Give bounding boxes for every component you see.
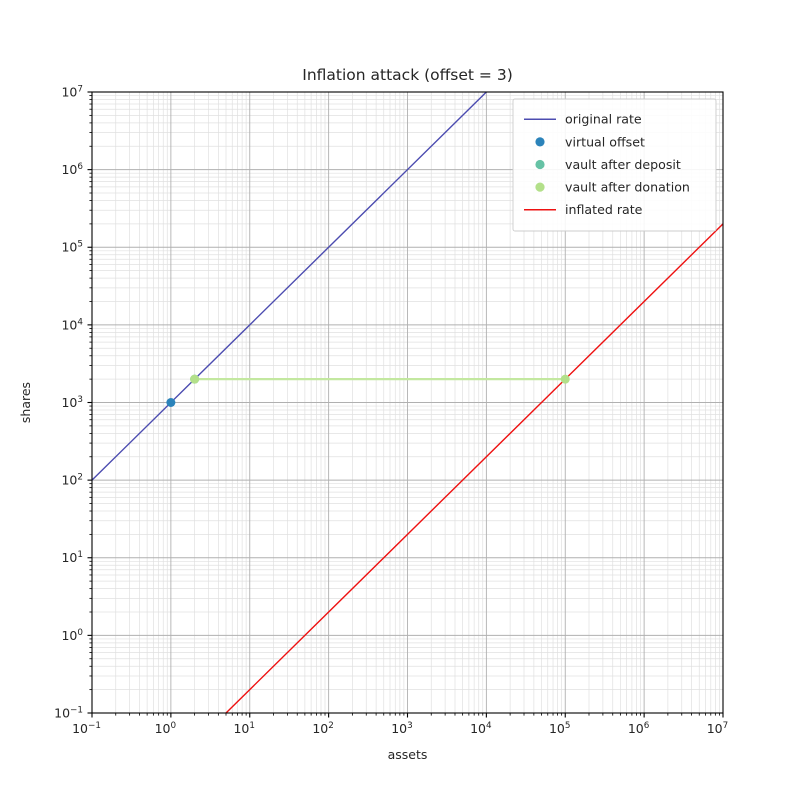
chart-legend[interactable]: original rate virtual offset vault after d… <box>512 98 717 232</box>
legend-label: original rate <box>565 112 642 127</box>
legend-dot-swatch <box>535 182 545 192</box>
series-marker-virtual-offset <box>166 398 176 407</box>
y-tick-label: 103 <box>61 395 83 410</box>
legend-item[interactable]: vault after donation <box>535 180 690 195</box>
x-tick-label: 102 <box>312 721 334 736</box>
legend-item[interactable]: virtual offset <box>535 134 645 149</box>
data-series-group <box>92 92 723 713</box>
svg-text:100: 100 <box>61 628 83 643</box>
svg-text:102: 102 <box>61 473 83 488</box>
svg-text:106: 106 <box>628 721 650 736</box>
y-axis-label: shares <box>18 382 33 423</box>
legend-background <box>512 98 717 232</box>
x-tick-label: 100 <box>155 721 177 736</box>
svg-text:101: 101 <box>233 721 255 736</box>
legend-item[interactable]: inflated rate <box>524 202 643 217</box>
svg-text:105: 105 <box>549 721 571 736</box>
axis-tickmarks <box>87 91 724 718</box>
series-line-original-rate <box>92 92 488 481</box>
legend-label: inflated rate <box>565 202 643 217</box>
x-tick-label: 104 <box>470 721 492 736</box>
svg-text:103: 103 <box>61 395 83 410</box>
y-tick-label: 101 <box>61 550 83 565</box>
svg-text:107: 107 <box>61 84 83 99</box>
svg-text:105: 105 <box>61 240 83 255</box>
svg-text:10−1: 10−1 <box>54 705 83 720</box>
svg-text:101: 101 <box>61 550 83 565</box>
x-tick-label: 107 <box>707 721 729 736</box>
x-tick-label: 106 <box>628 721 650 736</box>
series-line-inflated-rate <box>225 223 723 713</box>
legend-dot-swatch <box>535 159 545 170</box>
legend-item[interactable]: original rate <box>524 112 642 127</box>
svg-text:102: 102 <box>312 721 334 736</box>
svg-text:107: 107 <box>707 721 729 736</box>
svg-text:100: 100 <box>155 721 177 736</box>
y-tick-label: 10−1 <box>54 705 83 720</box>
svg-text:104: 104 <box>61 317 83 332</box>
x-tick-label: 10−1 <box>72 721 101 736</box>
series-marker-vault-after-donation <box>560 374 570 384</box>
chart-title: Inflation attack (offset = 3) <box>302 66 513 84</box>
legend-item[interactable]: vault after deposit <box>535 157 681 172</box>
x-tick-labels: 10−1 100 101 102 103 104 105 106 107 <box>72 721 728 736</box>
svg-text:104: 104 <box>470 721 492 736</box>
svg-text:103: 103 <box>391 721 413 736</box>
series-marker-vault-after-donation <box>190 374 200 384</box>
x-tick-label: 103 <box>391 721 413 736</box>
legend-dot-swatch <box>535 137 545 147</box>
svg-text:10−1: 10−1 <box>72 721 101 736</box>
legend-label: vault after deposit <box>565 157 681 172</box>
svg-text:106: 106 <box>61 162 83 177</box>
y-tick-label: 102 <box>61 473 83 488</box>
x-axis-label: assets <box>388 747 428 762</box>
y-tick-label: 105 <box>61 240 83 255</box>
y-tick-label: 107 <box>61 84 83 99</box>
y-tick-labels: 10−1 100 101 102 103 104 105 106 107 <box>54 84 83 720</box>
y-tick-label: 106 <box>61 162 83 177</box>
y-tick-label: 104 <box>61 317 83 332</box>
x-tick-label: 105 <box>549 721 571 736</box>
legend-label: vault after donation <box>565 180 690 195</box>
x-tick-label: 101 <box>233 721 255 736</box>
y-tick-label: 100 <box>61 628 83 643</box>
legend-label: virtual offset <box>565 134 645 149</box>
